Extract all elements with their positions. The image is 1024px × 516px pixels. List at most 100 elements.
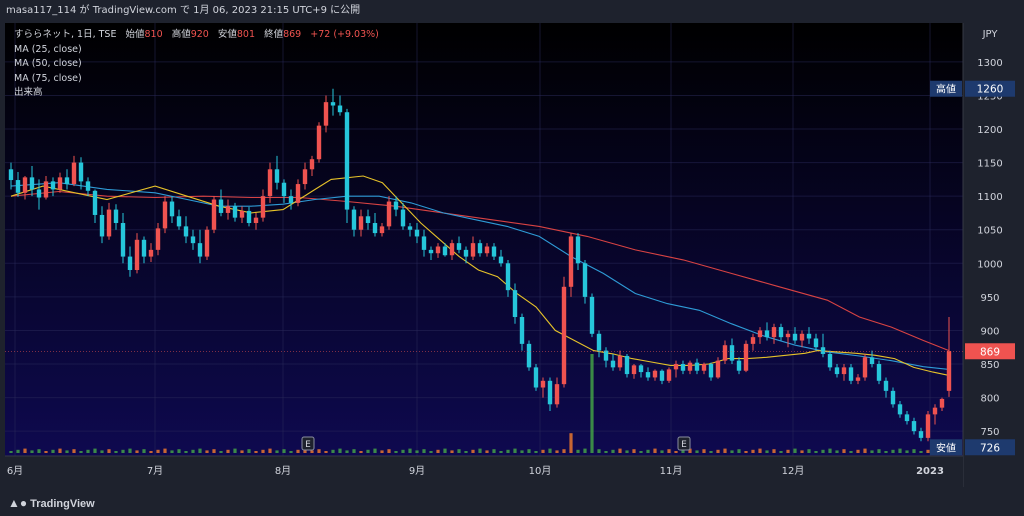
candle-body[interactable] bbox=[701, 364, 707, 371]
candle-body[interactable] bbox=[827, 353, 833, 368]
candle-body[interactable] bbox=[666, 369, 672, 381]
price-tag-box[interactable] bbox=[965, 343, 1015, 360]
candle-body[interactable] bbox=[582, 263, 588, 297]
candle-body[interactable] bbox=[134, 239, 140, 271]
legend-volume[interactable]: 出来高 bbox=[14, 87, 43, 98]
candle-body[interactable] bbox=[323, 102, 329, 126]
candle-body[interactable] bbox=[750, 337, 756, 344]
candle-body[interactable] bbox=[624, 355, 630, 375]
candle-body[interactable] bbox=[281, 182, 287, 197]
candle-body[interactable] bbox=[890, 390, 896, 405]
candle-body[interactable] bbox=[610, 360, 616, 368]
candle-body[interactable] bbox=[71, 162, 77, 185]
candle-body[interactable] bbox=[806, 333, 812, 339]
candle-body[interactable] bbox=[351, 209, 357, 230]
candle-body[interactable] bbox=[778, 327, 784, 338]
candle-body[interactable] bbox=[533, 367, 539, 388]
price-tag-box[interactable] bbox=[965, 80, 1015, 97]
candle-body[interactable] bbox=[547, 380, 553, 405]
candle-body[interactable] bbox=[295, 184, 301, 203]
candle-body[interactable] bbox=[729, 345, 735, 361]
candle-body[interactable] bbox=[631, 365, 637, 375]
candle-body[interactable] bbox=[43, 181, 49, 198]
candle-body[interactable] bbox=[309, 159, 315, 170]
candle-body[interactable] bbox=[22, 177, 28, 193]
candle-body[interactable] bbox=[92, 190, 98, 215]
candle-body[interactable] bbox=[477, 243, 483, 254]
candle-body[interactable] bbox=[883, 380, 889, 391]
candle-body[interactable] bbox=[652, 370, 658, 378]
candle-body[interactable] bbox=[568, 236, 574, 287]
legend-ma25[interactable]: MA (25, close) bbox=[14, 43, 82, 55]
candle-body[interactable] bbox=[638, 365, 644, 373]
candle-body[interactable] bbox=[596, 333, 602, 351]
candle-body[interactable] bbox=[127, 256, 133, 271]
candle-body[interactable] bbox=[897, 404, 903, 415]
candle-body[interactable] bbox=[267, 169, 273, 197]
candle-body[interactable] bbox=[470, 243, 476, 257]
candle-body[interactable] bbox=[820, 347, 826, 354]
candle-body[interactable] bbox=[687, 362, 693, 371]
legend-ma50[interactable]: MA (50, close) bbox=[14, 58, 82, 69]
candle-body[interactable] bbox=[197, 243, 203, 257]
candle-body[interactable] bbox=[764, 330, 770, 338]
candle-body[interactable] bbox=[876, 364, 882, 381]
candle-body[interactable] bbox=[344, 112, 350, 210]
candle-body[interactable] bbox=[148, 249, 154, 257]
candle-body[interactable] bbox=[491, 246, 497, 257]
candle-body[interactable] bbox=[386, 201, 392, 227]
tradingview-logo[interactable]: ▲● TradingView bbox=[8, 496, 95, 510]
time-axis[interactable] bbox=[5, 456, 963, 487]
candle-body[interactable] bbox=[106, 209, 112, 237]
candle-body[interactable] bbox=[183, 226, 189, 237]
candle-body[interactable] bbox=[540, 380, 546, 388]
candle-body[interactable] bbox=[176, 216, 182, 227]
candle-body[interactable] bbox=[792, 333, 798, 341]
candle-body[interactable] bbox=[246, 210, 252, 224]
candle-body[interactable] bbox=[603, 350, 609, 361]
candle-body[interactable] bbox=[365, 216, 371, 224]
candle-body[interactable] bbox=[8, 169, 14, 181]
candle-body[interactable] bbox=[99, 214, 105, 237]
candle-body[interactable] bbox=[120, 223, 126, 257]
candle-body[interactable] bbox=[85, 181, 91, 191]
candle-body[interactable] bbox=[330, 102, 336, 106]
candle-body[interactable] bbox=[813, 338, 819, 348]
candle-body[interactable] bbox=[869, 357, 875, 365]
candle-body[interactable] bbox=[428, 249, 434, 254]
candle-body[interactable] bbox=[743, 343, 749, 371]
candle-body[interactable] bbox=[799, 333, 805, 341]
candle-body[interactable] bbox=[253, 217, 259, 224]
legend-ma75[interactable]: MA (75, close) bbox=[14, 72, 82, 84]
candle-body[interactable] bbox=[414, 229, 420, 237]
candle-body[interactable] bbox=[78, 162, 84, 182]
candle-body[interactable] bbox=[694, 362, 700, 371]
earnings-marker[interactable] bbox=[677, 436, 691, 451]
candle-body[interactable] bbox=[421, 236, 427, 250]
candle-body[interactable] bbox=[680, 364, 686, 371]
candle-body[interactable] bbox=[218, 199, 224, 213]
candle-body[interactable] bbox=[400, 209, 406, 227]
candle-body[interactable] bbox=[841, 367, 847, 375]
candle-body[interactable] bbox=[932, 407, 938, 415]
candle-body[interactable] bbox=[64, 177, 70, 185]
candle-body[interactable] bbox=[379, 226, 385, 234]
candle-body[interactable] bbox=[505, 263, 511, 291]
candle-body[interactable] bbox=[785, 333, 791, 338]
candle-body[interactable] bbox=[554, 384, 560, 405]
candle-body[interactable] bbox=[155, 228, 161, 250]
candle-body[interactable] bbox=[260, 196, 266, 218]
candle-body[interactable] bbox=[15, 180, 21, 193]
candle-body[interactable] bbox=[722, 345, 728, 361]
candle-body[interactable] bbox=[211, 199, 217, 230]
candle-body[interactable] bbox=[848, 367, 854, 381]
candle-body[interactable] bbox=[463, 249, 469, 257]
candle-body[interactable] bbox=[190, 236, 196, 244]
candle-body[interactable] bbox=[141, 239, 147, 257]
candle-body[interactable] bbox=[918, 431, 924, 438]
candle-body[interactable] bbox=[645, 372, 651, 378]
candle-body[interactable] bbox=[757, 330, 763, 338]
candle-body[interactable] bbox=[925, 414, 931, 438]
candle-body[interactable] bbox=[939, 398, 945, 408]
candle-body[interactable] bbox=[435, 246, 441, 254]
